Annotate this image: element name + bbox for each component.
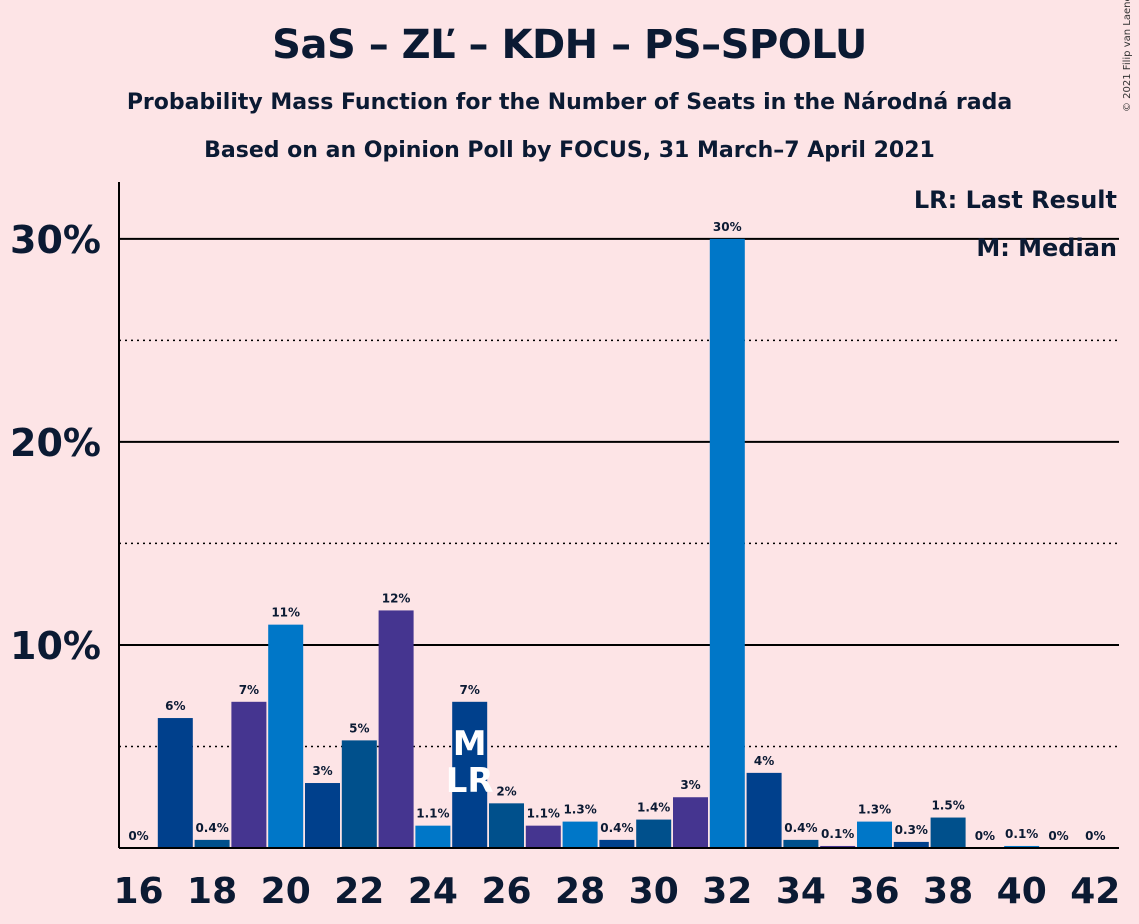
bar-34 bbox=[783, 839, 819, 848]
bar-22 bbox=[341, 740, 377, 848]
bar-label-22: 5% bbox=[349, 721, 369, 735]
x-tick-label: 36 bbox=[849, 871, 899, 912]
bar-label-27: 1.1% bbox=[527, 807, 560, 821]
bar-33 bbox=[746, 772, 782, 848]
bar-label-23: 12% bbox=[382, 591, 411, 605]
bar-label-19: 7% bbox=[239, 683, 259, 697]
legend-median: M: Median bbox=[976, 234, 1117, 262]
bar-label-41: 0% bbox=[1048, 829, 1068, 843]
x-tick-label: 34 bbox=[776, 871, 826, 912]
bar-27 bbox=[525, 825, 561, 848]
median-marker: M bbox=[453, 724, 487, 764]
bar-29 bbox=[599, 839, 635, 848]
bar-label-16: 0% bbox=[128, 829, 148, 843]
bar-label-32: 30% bbox=[713, 220, 742, 234]
bar-32 bbox=[709, 238, 745, 849]
bar-20 bbox=[268, 624, 304, 848]
bar-25 bbox=[452, 701, 488, 848]
bar-label-34: 0.4% bbox=[784, 821, 817, 835]
bar-label-25: 7% bbox=[460, 683, 480, 697]
bar-label-31: 3% bbox=[680, 778, 700, 792]
bar-label-40: 0.1% bbox=[1005, 827, 1038, 841]
bar-label-30: 1.4% bbox=[637, 801, 670, 815]
bar-36 bbox=[857, 821, 892, 848]
x-tick-label: 28 bbox=[555, 871, 605, 912]
legend-last-result: LR: Last Result bbox=[913, 186, 1117, 214]
bar-35 bbox=[820, 845, 856, 848]
chart-title: SaS – ZĽ – KDH – PS–SPOLU bbox=[272, 22, 867, 68]
x-tick-label: 42 bbox=[1070, 871, 1120, 912]
bar-label-37: 0.3% bbox=[895, 823, 928, 837]
bar-label-35: 0.1% bbox=[821, 827, 854, 841]
x-tick-label: 18 bbox=[187, 871, 237, 912]
bar-label-24: 1.1% bbox=[416, 807, 449, 821]
x-tick-label: 40 bbox=[997, 871, 1047, 912]
bar-label-18: 0.4% bbox=[195, 821, 228, 835]
bar-17 bbox=[157, 718, 193, 848]
bar-37 bbox=[893, 841, 929, 848]
x-tick-label: 22 bbox=[334, 871, 384, 912]
last-result-marker: LR bbox=[446, 761, 494, 801]
x-tick-label: 24 bbox=[408, 871, 458, 912]
bars bbox=[157, 238, 1040, 849]
bar-40 bbox=[1004, 845, 1040, 848]
bar-26 bbox=[489, 803, 524, 848]
bar-21 bbox=[305, 783, 340, 848]
bar-label-39: 0% bbox=[975, 829, 995, 843]
bar-28 bbox=[562, 821, 598, 848]
bar-label-33: 4% bbox=[754, 754, 774, 768]
bar-labels: 0%6%0.4%7%11%3%5%12%1.1%7%2%1.1% 1.3%0.4%… bbox=[128, 220, 1105, 843]
y-tick-label: 30% bbox=[10, 218, 101, 262]
x-tick-label: 26 bbox=[481, 871, 531, 912]
bar-label-29: 0.4% bbox=[600, 821, 633, 835]
bar-38 bbox=[930, 817, 966, 848]
markers: MLR bbox=[446, 724, 494, 801]
axes: 10% 20% 30% 16 18 20 22 24 26 28 30 32 34 36 38 40 42 bbox=[10, 182, 1120, 912]
x-tick-label: 32 bbox=[702, 871, 752, 912]
bar-label-26: 2% bbox=[496, 784, 516, 798]
bar-label-36: 1.3% bbox=[858, 803, 891, 817]
bar-label-17: 6% bbox=[165, 699, 185, 713]
bar-label-21: 3% bbox=[312, 764, 332, 778]
bar-label-42: 0% bbox=[1085, 829, 1105, 843]
x-tick-label: 16 bbox=[113, 871, 163, 912]
bar-label-28: 1.3% bbox=[563, 803, 596, 817]
bar-18 bbox=[194, 839, 230, 848]
chart-subtitle-poll: Based on an Opinion Poll by FOCUS, 31 Ma… bbox=[204, 138, 935, 163]
bar-label-20: 11% bbox=[271, 606, 300, 620]
bar-23 bbox=[378, 610, 414, 848]
bar-label-38: 1.5% bbox=[931, 799, 964, 813]
x-tick-label: 38 bbox=[923, 871, 973, 912]
y-tick-label: 20% bbox=[10, 421, 101, 465]
x-tick-label: 20 bbox=[261, 871, 311, 912]
chart-subtitle: Probability Mass Function for the Number… bbox=[126, 90, 1013, 115]
bar-31 bbox=[673, 797, 708, 848]
x-tick-label: 30 bbox=[629, 871, 679, 912]
bar-24 bbox=[415, 825, 451, 848]
bar-19 bbox=[231, 701, 267, 848]
y-tick-label: 10% bbox=[10, 624, 101, 668]
bar-30 bbox=[636, 819, 672, 848]
